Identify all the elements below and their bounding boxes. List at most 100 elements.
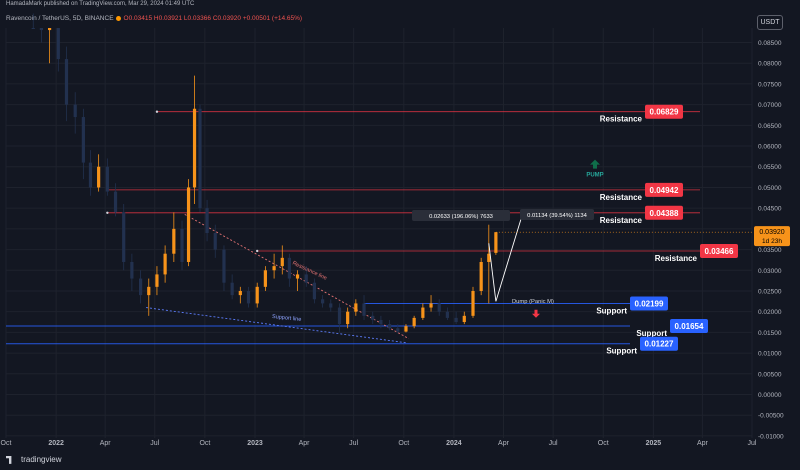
candle-body xyxy=(272,266,276,271)
candle-body xyxy=(304,274,308,283)
level-badge-value: 0.01654 xyxy=(675,322,704,331)
current-price-badge xyxy=(754,226,790,247)
x-tick-label: Oct xyxy=(199,440,210,447)
x-tick-label: Apr xyxy=(498,440,510,447)
y-tick-label: 0.02500 xyxy=(758,288,782,295)
level-badge xyxy=(645,104,683,119)
y-tick-label: 0.08500 xyxy=(758,40,782,47)
projection-path xyxy=(488,215,523,302)
candle-body xyxy=(122,212,126,262)
y-tick-label: 0.00000 xyxy=(758,392,782,399)
level-badge-value: 0.01227 xyxy=(645,340,674,349)
level-badge xyxy=(670,319,708,334)
candle-body xyxy=(255,286,259,304)
x-tick-label: 2025 xyxy=(646,440,662,447)
candle-body xyxy=(47,28,52,31)
currency-button[interactable]: USDT xyxy=(757,15,783,30)
x-tick-label: 2023 xyxy=(247,440,263,447)
x-tick-label: Jul xyxy=(748,440,757,447)
measure-label-1-bg xyxy=(412,210,510,221)
candle-body xyxy=(329,303,333,308)
brand-name: tradingview xyxy=(21,455,62,464)
support-trendline xyxy=(145,307,407,344)
candle-body xyxy=(155,274,159,287)
x-tick-label: Oct xyxy=(598,440,609,447)
candle-body xyxy=(437,303,441,312)
symbol-legend[interactable]: Ravencoin / TetherUS, 5D, BINANCE O0.0341… xyxy=(6,15,302,22)
candle-body xyxy=(379,319,383,325)
y-tick-label: -0.01000 xyxy=(758,433,784,440)
candle-body xyxy=(280,257,284,267)
candle-body xyxy=(404,326,408,332)
candle-body xyxy=(487,253,491,262)
level-badge-value: 0.02199 xyxy=(635,299,664,308)
x-tick-label: Oct xyxy=(398,440,409,447)
candle-body xyxy=(222,249,226,283)
tradingview-logo[interactable]: tradingview xyxy=(6,455,61,464)
candle-body xyxy=(295,274,300,279)
candle-body xyxy=(172,228,176,254)
candle-body xyxy=(31,28,35,29)
pump-arrow-icon xyxy=(590,159,600,169)
candle-body xyxy=(238,290,242,296)
candle-body xyxy=(73,104,77,118)
level-label: Support xyxy=(596,306,627,315)
candle-body xyxy=(180,228,184,262)
level-anchor-dot xyxy=(256,249,259,253)
candle-body xyxy=(81,117,85,163)
y-tick-label: 0.03500 xyxy=(758,247,782,254)
market-status-icon xyxy=(115,15,121,21)
y-axis[interactable]: 0.08500 0.08000 0.07500 0.07000 0.06500 0.060… xyxy=(754,40,790,440)
candle-body xyxy=(354,303,358,312)
y-tick-label: 0.01000 xyxy=(758,351,782,358)
level-badge xyxy=(645,205,683,220)
candle-body xyxy=(371,315,375,320)
top-bar: HamadaMark published on TradingView.com,… xyxy=(0,0,800,10)
candle-body xyxy=(192,108,197,188)
candle-body xyxy=(462,315,466,323)
level-anchor-dot xyxy=(106,211,109,214)
current-price-value: 0.03920 xyxy=(759,229,784,236)
x-tick-label: Jul xyxy=(349,440,358,447)
candle-body xyxy=(198,108,202,209)
symbol-name[interactable]: Ravencoin / TetherUS, 5D, BINANCE xyxy=(6,15,114,22)
candle-countdown: 1d 23h xyxy=(762,238,782,245)
y-tick-label: 0.06500 xyxy=(758,123,782,130)
level-lines: 0.06829 Resistance 0.04942 Resistance 0.0438… xyxy=(6,104,738,356)
level-badge-value: 0.04388 xyxy=(650,209,679,218)
level-label: Resistance xyxy=(600,216,643,225)
footer xyxy=(0,452,800,470)
published-line: HamadaMark published on TradingView.com,… xyxy=(6,1,195,7)
candle-body xyxy=(56,28,60,60)
x-tick-label: Apr xyxy=(299,440,311,447)
level-label: Resistance xyxy=(600,115,643,124)
dump-label: Dump (Panic M) xyxy=(512,299,554,305)
y-tick-label: 0.04500 xyxy=(758,206,782,213)
candle-body xyxy=(445,311,449,318)
candle-body xyxy=(186,187,191,262)
candle-body xyxy=(312,282,317,300)
candle-body xyxy=(213,233,217,250)
annotations: 0.02633 (196.06%) 7633 0.01134 (39.54%) 1… xyxy=(412,159,752,318)
candle-body xyxy=(263,270,267,287)
candle-body xyxy=(97,166,101,188)
candle-body xyxy=(454,317,458,323)
measure-label-1: 0.02633 (196.06%) 7633 xyxy=(429,214,493,220)
y-tick-label: 0.07500 xyxy=(758,81,782,88)
candle-body xyxy=(64,59,69,105)
candles xyxy=(31,13,498,334)
x-axis[interactable]: Oct 2022 Apr Jul Oct 2023 Apr Jul Oct 2024 Apr Jul O… xyxy=(1,440,757,447)
y-tick-label: 0.07000 xyxy=(758,102,782,109)
y-tick-label: 0.00500 xyxy=(758,371,782,378)
x-tick-label: Oct xyxy=(1,440,12,447)
candle-body xyxy=(163,253,167,275)
candle-body xyxy=(494,232,498,253)
candle-body xyxy=(321,299,325,304)
level-label: Support xyxy=(636,329,667,338)
level-badge-value: 0.04942 xyxy=(650,186,679,195)
level-badge-value: 0.06829 xyxy=(650,108,679,117)
y-tick-label: 0.02000 xyxy=(758,309,782,316)
